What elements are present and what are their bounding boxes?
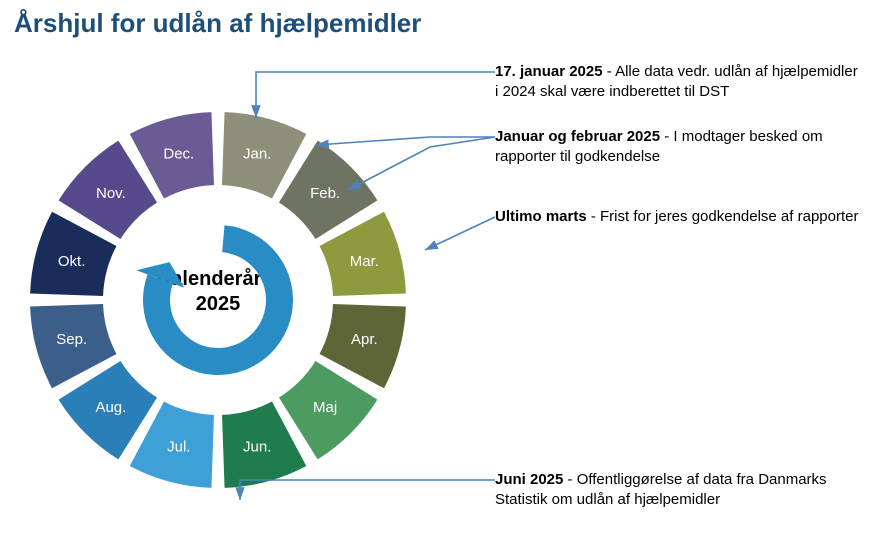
wheel-label-4: Maj (313, 399, 337, 416)
note-bold-2: Ultimo marts (495, 208, 587, 225)
note-bold-0: 17. januar 2025 (495, 63, 603, 80)
wheel-label-5: Jun. (243, 438, 271, 455)
wheel-label-6: Jul. (167, 438, 190, 455)
wheel-label-0: Jan. (243, 146, 271, 163)
wheel-label-7: Aug. (95, 399, 126, 416)
connector-1 (348, 137, 495, 190)
connector-0 (256, 72, 495, 118)
wheel-label-1: Feb. (310, 185, 340, 202)
wheel-label-2: Mar. (350, 253, 379, 270)
wheel-label-11: Dec. (163, 146, 194, 163)
note-text-2: - Frist for jeres godkendelse af rapport… (587, 208, 859, 225)
note-bold-1: Januar og februar 2025 (495, 128, 660, 145)
wheel-label-9: Okt. (58, 253, 86, 270)
note-2: Ultimo marts - Frist for jeres godkendel… (495, 207, 865, 227)
wheel-label-3: Apr. (351, 331, 378, 348)
note-3: Juni 2025 - Offentliggørelse af data fra… (495, 470, 865, 511)
wheel-label-10: Nov. (96, 185, 126, 202)
connector-3 (240, 480, 495, 500)
wheel-label-8: Sep. (56, 331, 87, 348)
note-bold-3: Juni 2025 (495, 471, 563, 488)
note-1: Januar og februar 2025 - I modtager besk… (495, 127, 865, 168)
note-0: 17. januar 2025 - Alle data vedr. udlån … (495, 62, 865, 103)
connector-2 (425, 217, 495, 250)
swirl-arrow (143, 225, 293, 375)
